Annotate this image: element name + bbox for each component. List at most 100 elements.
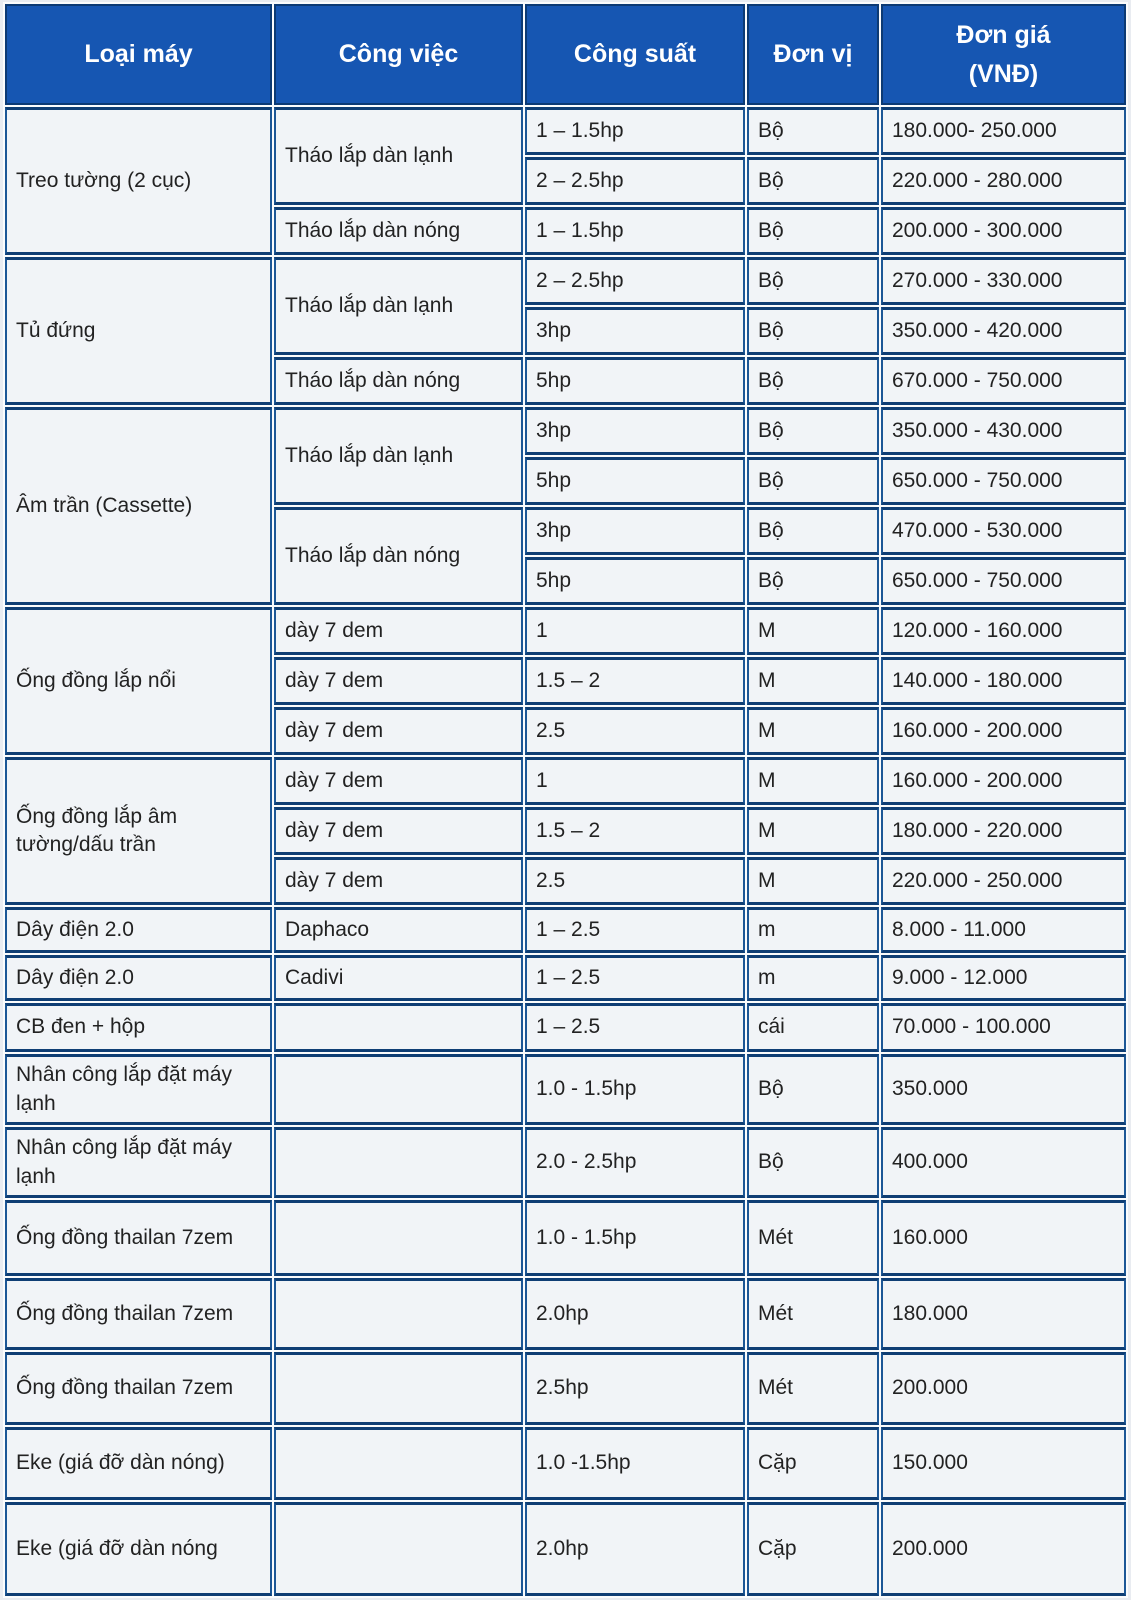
table-cell: 5hp bbox=[525, 557, 745, 605]
table-cell: Ống đồng lắp âm tường/dấu trần bbox=[5, 757, 272, 905]
table-cell: 150.000 bbox=[881, 1427, 1126, 1500]
table-cell: Bộ bbox=[747, 107, 879, 155]
table-cell: Âm trần (Cassette) bbox=[5, 407, 272, 605]
table-cell: 2.0hp bbox=[525, 1502, 745, 1596]
table-cell: 140.000 - 180.000 bbox=[881, 657, 1126, 705]
table-cell: 2 – 2.5hp bbox=[525, 257, 745, 305]
table-cell bbox=[274, 1352, 523, 1425]
table-cell: dày 7 dem bbox=[274, 807, 523, 855]
table-cell: Dây điện 2.0 bbox=[5, 955, 272, 1001]
table-cell: 8.000 - 11.000 bbox=[881, 907, 1126, 953]
table-cell: 1 – 1.5hp bbox=[525, 207, 745, 255]
table-row: Ống đồng thailan 7zem 2.0hp Mét 180.000 bbox=[5, 1278, 1126, 1350]
table-cell: 350.000 bbox=[881, 1054, 1126, 1125]
table-cell: Bộ bbox=[747, 357, 879, 405]
table-cell: Treo tường (2 cục) bbox=[5, 107, 272, 255]
table-row: Eke (giá đỡ dàn nóng 2.0hp Cặp 200.000 bbox=[5, 1502, 1126, 1596]
table-row: Tháo lắp dàn nóng 5hp Bộ 670.000 - 750.000 bbox=[5, 357, 1126, 405]
table-cell: 70.000 - 100.000 bbox=[881, 1003, 1126, 1052]
table-cell: 670.000 - 750.000 bbox=[881, 357, 1126, 405]
table-cell: 1 – 2.5 bbox=[525, 955, 745, 1001]
table-cell: 3hp bbox=[525, 307, 745, 355]
table-cell: Daphaco bbox=[274, 907, 523, 953]
table-cell: 1 – 2.5 bbox=[525, 907, 745, 953]
table-row: Ống đồng thailan 7zem 2.5hp Mét 200.000 bbox=[5, 1352, 1126, 1425]
table-cell: 3hp bbox=[525, 507, 745, 555]
table-cell: Cadivi bbox=[274, 955, 523, 1001]
table-cell: dày 7 dem bbox=[274, 607, 523, 655]
table-row: Ống đồng lắp âm tường/dấu trần dày 7 dem 1… bbox=[5, 757, 1126, 905]
column-header-line: Công suất bbox=[573, 40, 697, 69]
table-cell: Ống đồng thailan 7zem bbox=[5, 1278, 272, 1350]
table-row: dày 7 dem 2.5 M 160.000 - 200.000 bbox=[5, 707, 1126, 755]
table-cell: 180.000 - 220.000 bbox=[881, 807, 1126, 855]
table-cell: Tháo lắp dàn lạnh bbox=[274, 107, 523, 205]
table-row: Eke (giá đỡ dàn nóng) 1.0 -1.5hp Cặp 150.00… bbox=[5, 1427, 1126, 1500]
table-cell: 160.000 bbox=[881, 1200, 1126, 1276]
table-cell: 350.000 - 430.000 bbox=[881, 407, 1126, 455]
table-cell: 2.5hp bbox=[525, 1352, 745, 1425]
table-cell: 5hp bbox=[525, 357, 745, 405]
table-cell: Tháo lắp dàn lạnh bbox=[274, 407, 523, 505]
table-cell: cái bbox=[747, 1003, 879, 1052]
table-cell: Eke (giá đỡ dàn nóng) bbox=[5, 1427, 272, 1500]
table-cell: dày 7 dem bbox=[274, 857, 523, 905]
table-cell: 400.000 bbox=[881, 1127, 1126, 1198]
table-cell: 1 – 1.5hp bbox=[525, 107, 745, 155]
table-cell bbox=[274, 1127, 523, 1198]
table-cell: 160.000 - 200.000 bbox=[881, 707, 1126, 755]
table-cell: 200.000 - 300.000 bbox=[881, 207, 1126, 255]
column-header-line: Loại máy bbox=[84, 40, 193, 69]
table-cell: Mét bbox=[747, 1200, 879, 1276]
column-header-line: (VNĐ) bbox=[968, 59, 1039, 88]
table-cell: 160.000 - 200.000 bbox=[881, 757, 1126, 805]
column-header-line: Đơn giá bbox=[956, 20, 1051, 49]
table-cell: 1 – 2.5 bbox=[525, 1003, 745, 1052]
table-cell: M bbox=[747, 607, 879, 655]
table-cell: Nhân công lắp đặt máy lạnh bbox=[5, 1127, 272, 1198]
table-row: Nhân công lắp đặt máy lạnh 1.0 - 1.5hp Bộ 3… bbox=[5, 1054, 1126, 1125]
table-cell: Bộ bbox=[747, 507, 879, 555]
table-cell: 470.000 - 530.000 bbox=[881, 507, 1126, 555]
table-cell: M bbox=[747, 657, 879, 705]
table-cell: dày 7 dem bbox=[274, 757, 523, 805]
table-row: Tháo lắp dàn nóng 3hp Bộ 470.000 - 530.000 bbox=[5, 507, 1126, 605]
table-cell: 2.0 - 2.5hp bbox=[525, 1127, 745, 1198]
table-row: 5hp Bộ 650.000 - 750.000 bbox=[5, 557, 1126, 605]
table-cell: 2.5 bbox=[525, 857, 745, 905]
table-cell: Ống đồng lắp nổi bbox=[5, 607, 272, 755]
table-cell: 1.0 - 1.5hp bbox=[525, 1200, 745, 1276]
table-row: Ống đồng thailan 7zem 1.0 - 1.5hp Mét 160.0… bbox=[5, 1200, 1126, 1276]
column-header-cong-viec: Công việc bbox=[274, 4, 523, 105]
table-cell: Eke (giá đỡ dàn nóng bbox=[5, 1502, 272, 1596]
column-header-cong-suat: Công suất bbox=[525, 4, 745, 105]
table-cell: Bộ bbox=[747, 257, 879, 305]
table-cell: Tủ đứng bbox=[5, 257, 272, 405]
table-cell: 200.000 bbox=[881, 1352, 1126, 1425]
table-row: Dây điện 2.0 Cadivi 1 – 2.5 m 9.000 - 12.000 bbox=[5, 955, 1126, 1001]
column-header-loai-may: Loại máy bbox=[5, 4, 272, 105]
table-cell: M bbox=[747, 707, 879, 755]
table-cell bbox=[274, 1278, 523, 1350]
table-cell: Bộ bbox=[747, 557, 879, 605]
column-header-don-gia: Đơn giá (VNĐ) bbox=[881, 4, 1126, 105]
table-cell: Bộ bbox=[747, 307, 879, 355]
table-cell: 220.000 - 250.000 bbox=[881, 857, 1126, 905]
table-cell: Bộ bbox=[747, 457, 879, 505]
table-cell: Tháo lắp dàn nóng bbox=[274, 207, 523, 255]
table-row: Tủ đứng Tháo lắp dàn lạnh 2 – 2.5hp Bộ 270.0… bbox=[5, 257, 1126, 405]
table-cell: 650.000 - 750.000 bbox=[881, 557, 1126, 605]
table-cell: 120.000 - 160.000 bbox=[881, 607, 1126, 655]
table-cell: Cặp bbox=[747, 1427, 879, 1500]
table-cell: 1.0 - 1.5hp bbox=[525, 1054, 745, 1125]
table-cell: Bộ bbox=[747, 1127, 879, 1198]
column-header-don-vi: Đơn vị bbox=[747, 4, 879, 105]
table-row: dày 7 dem 1.5 – 2 M 140.000 - 180.000 bbox=[5, 657, 1126, 705]
table-cell: Bộ bbox=[747, 207, 879, 255]
table-cell: Bộ bbox=[747, 1054, 879, 1125]
table-row: Dây điện 2.0 Daphaco 1 – 2.5 m 8.000 - 11.00… bbox=[5, 907, 1126, 953]
table-row: CB đen + hộp 1 – 2.5 cái 70.000 - 100.000 bbox=[5, 1003, 1126, 1052]
table-row: dày 7 dem 1.5 – 2 M 180.000 - 220.000 bbox=[5, 807, 1126, 855]
table-cell: 1.5 – 2 bbox=[525, 807, 745, 855]
table-cell: 180.000- 250.000 bbox=[881, 107, 1126, 155]
